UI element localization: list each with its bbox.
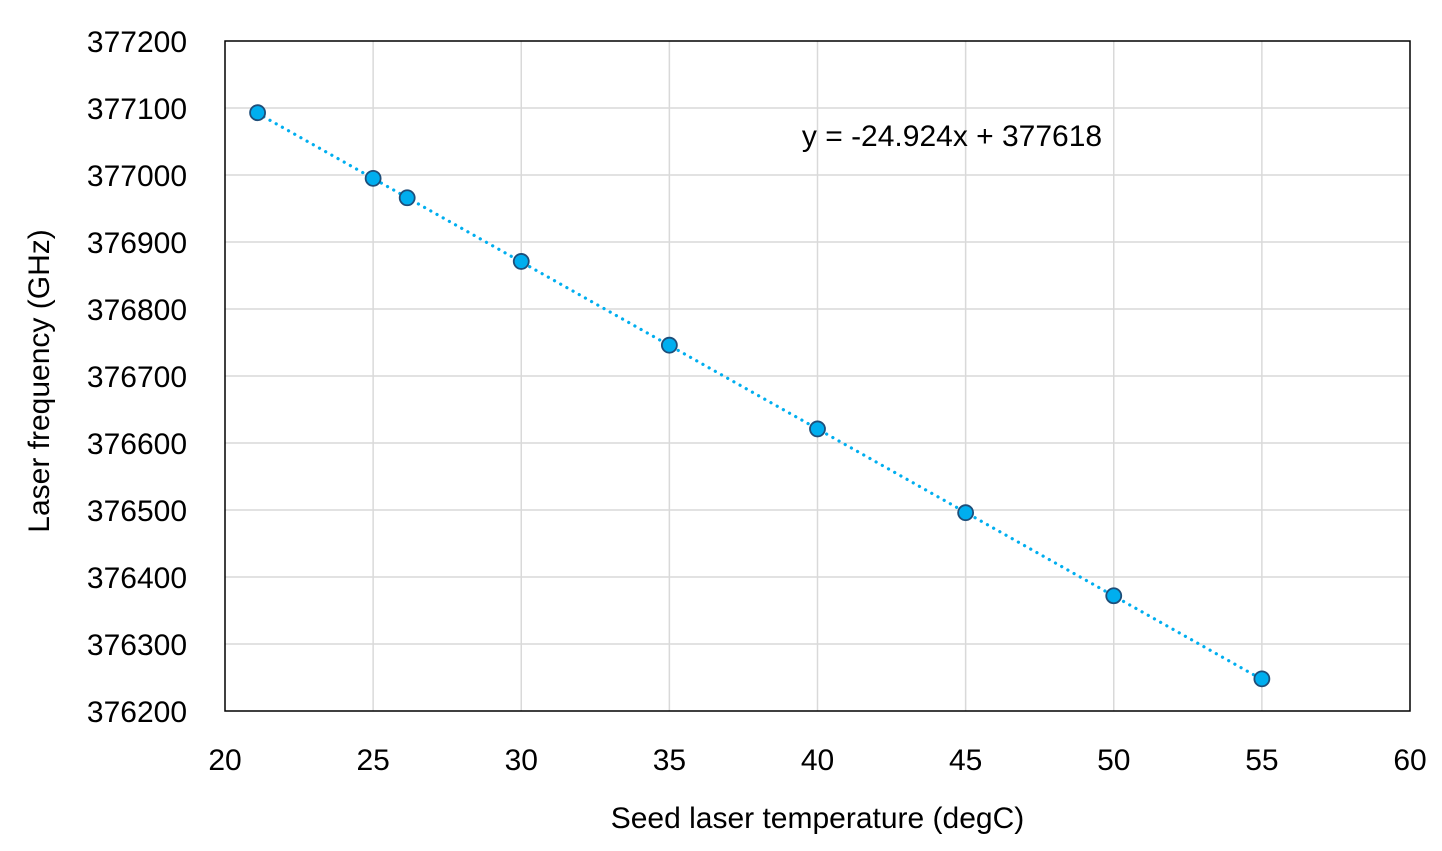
- trendline: [255, 111, 1264, 681]
- y-tick-label: 377100: [87, 93, 187, 126]
- y-tick-label: 376600: [87, 428, 187, 461]
- data-point: [249, 104, 266, 122]
- grid: [225, 41, 1410, 711]
- x-tick-label: 35: [653, 744, 686, 777]
- x-tick-label: 55: [1245, 744, 1278, 777]
- data-points: [249, 104, 1271, 688]
- y-tick-label: 376200: [87, 696, 187, 729]
- trendline-equation: y = -24.924x + 377618: [802, 120, 1102, 153]
- trendline-layer: [255, 111, 1264, 681]
- data-point: [398, 189, 416, 207]
- y-tick-label: 376800: [87, 294, 187, 327]
- data-point: [1253, 670, 1271, 688]
- y-tick-label: 377000: [87, 160, 187, 193]
- data-point: [957, 504, 975, 522]
- plot-frame: [224, 40, 1411, 712]
- data-point: [660, 336, 678, 354]
- x-tick-label: 45: [949, 744, 982, 777]
- x-axis-title: Seed laser temperature (degC): [611, 802, 1025, 835]
- y-tick-label: 376900: [87, 227, 187, 260]
- data-point: [364, 169, 382, 187]
- data-point: [512, 253, 530, 270]
- y-axis-title: Laser frequency (GHz): [23, 229, 56, 532]
- data-point: [1105, 587, 1123, 605]
- y-tick-label: 376400: [87, 562, 187, 595]
- x-tick-label: 20: [208, 744, 241, 777]
- x-axis-tick-labels: 20 25 30 35 40 45 50 55 60: [208, 744, 1426, 777]
- y-tick-label: 376500: [87, 495, 187, 528]
- x-tick-label: 50: [1097, 744, 1130, 777]
- x-tick-label: 25: [356, 744, 389, 777]
- y-tick-label: 377200: [87, 26, 187, 59]
- y-tick-label: 376300: [87, 629, 187, 662]
- y-tick-label: 376700: [87, 361, 187, 394]
- x-tick-label: 40: [801, 744, 834, 777]
- data-point: [809, 420, 826, 438]
- x-tick-label: 30: [505, 744, 538, 777]
- x-tick-label: 60: [1393, 744, 1426, 777]
- y-axis-tick-labels: 377200 377100 377000 376900 376800 376700 3766…: [87, 26, 187, 729]
